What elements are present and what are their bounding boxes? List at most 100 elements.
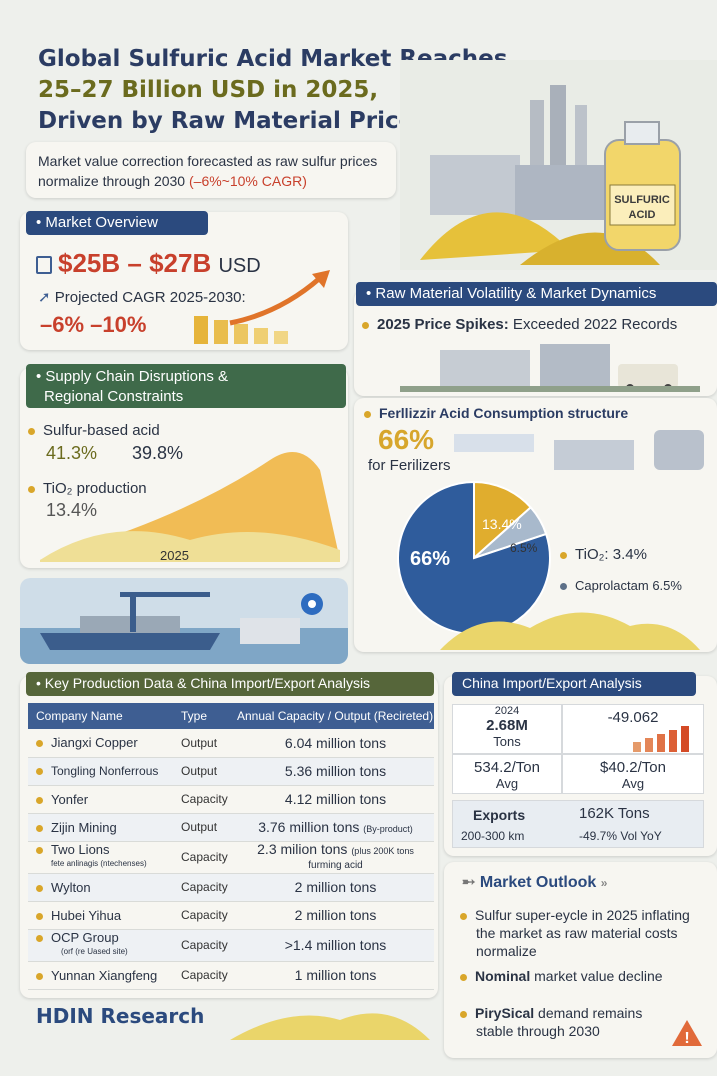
subtitle-cagr: (–6%~10% CAGR) [189,173,307,189]
market-value-unit: USD [218,255,261,277]
market-overview-header: • Market Overview [26,211,208,235]
table-row: Zijin Mining Output 3.76 million tons (B… [28,813,434,842]
company-name: Wylton [28,873,173,902]
bottle-neck [624,121,660,145]
company-name-text: Jiangxi Copper [51,735,138,751]
stat-volume: 2024 2.68M Tons [452,704,562,754]
outlook-bullet-1: Sulfur super-eycle in 2025 inflating the… [460,906,700,960]
company-value-note: (plus 200K tons [351,845,414,856]
bullet [362,322,369,329]
china-header: China Import/Export Analysis [452,672,696,696]
pct-134: 13.4% [46,500,98,520]
company-type: Output [173,813,229,842]
outlook-bullet-2-bold: Nominal [475,968,531,984]
table-row: Tongling Nonferrous Output 5.36 million … [28,757,434,786]
fertilizer-header: Ferllizzir Acid Consumption structure [364,405,628,421]
col-type: Type [173,703,229,729]
company-type: Capacity [173,873,229,902]
pie-label-134: 13.4% [482,516,522,532]
company-type: Capacity [173,901,229,930]
company-type: Capacity [173,841,229,874]
company-name-text: Two Lions [51,842,110,857]
trend-arrow [229,276,322,326]
supply-chain-header-1: • Supply Chain Disruptions & [36,368,229,385]
table-row: Hubei Yihua Capacity 2 million tons [28,901,434,930]
company-name-text: OCP Group [51,930,119,945]
company-value: 2 million tons [229,873,434,902]
price-spike-bold: 2025 Price Spikes: [377,316,509,333]
calendar-icon [36,256,52,275]
supply-chain-header: • Supply Chain Disruptions & Regional Co… [26,364,346,408]
bottle-label-1: SULFURIC [614,194,670,206]
company-name-text: Yonfer [51,791,89,807]
fertilizer-plant [454,430,704,470]
bullet [560,552,567,559]
sulfur-acid-label: Sulfur-based acid [28,422,160,439]
exports-value: 162K Tons [579,805,650,822]
table-row: Yunnan Xiangfeng Capacity 1 million tons [28,961,434,990]
company-name-sub: fete anlinagis (ntechenses) [51,859,147,868]
stat-price-2: $40.2/Ton Avg [562,754,704,794]
company-value: 6.04 million tons [229,729,434,758]
market-overview-panel [20,212,348,350]
company-value: >1.4 million tons [229,929,434,962]
outlook-bullet-3: PirySical demand remains stable through … [460,1004,660,1040]
legend-caprolactam-pct: 6.5% [652,578,682,593]
company-name: Jiangxi Copper [28,729,173,758]
col-capacity: Annual Capacity / Output (Recireted) [229,703,434,729]
bullet [36,972,43,980]
subtitle-line-1: Market value correction forecasted as ra… [38,153,378,169]
col-company: Company Name [28,703,173,729]
company-value-text: 2.3 milion tons [257,840,348,857]
outlook-bullet-3-bold: PirySical [475,1005,535,1021]
stat-year: 2024 [494,705,520,717]
factory-block-1 [430,155,520,215]
company-type: Capacity [173,961,229,990]
raw-material-header: • Raw Material Volatility & Market Dynam… [356,282,717,306]
stat-change: -49.062 [562,704,704,754]
bullet [460,913,467,920]
stat-price-2-unit: Avg [621,776,645,791]
exports-yoy: -49.7% Vol YoY [579,829,662,843]
company-name-sub: (orf (re Uased site) [61,947,128,956]
supply-chain-header-2: Regional Constraints [44,388,184,405]
company-value: 5.36 million tons [229,757,434,786]
outlook-bullet-2-text: market value decline [530,968,663,984]
cagr-label: ➚ Projected CAGR 2025-2030: [38,288,246,306]
company-type: Output [173,757,229,786]
subtitle-line-2-text: normalize through 2030 [38,173,189,189]
company-name-text: Zijin Mining [51,819,117,835]
chimney-2 [550,85,566,170]
company-value-note: (By-product) [363,824,413,834]
price-spike-text: 2025 Price Spikes: Exceeded 2022 Records [362,316,677,333]
outlook-panel [444,862,717,1058]
company-name-text: Wylton [51,879,91,895]
year-label: 2025 [160,548,189,563]
subtitle-line-2: normalize through 2030 (–6%~10% CAGR) [38,171,384,191]
company-value-text: 3.76 million tons [258,819,360,835]
legend-caprolactam: Caprolactam 6.5% [560,578,682,593]
pct-413: 41.3% [46,443,98,463]
stat-exports: Exports 162K Tons 200-300 km -49.7% Vol … [452,800,704,848]
table-row: Wylton Capacity 2 million tons [28,873,434,902]
stat-volume-unit: Tons [493,734,521,749]
bottle-label-2: ACID [629,209,656,221]
chimney-1 [530,100,544,170]
table-row: Two Lions fete anlinagis (ntechenses) Cap… [28,840,434,874]
port-illustration [20,578,348,664]
brand-sulfur-pile [230,1013,430,1040]
outlook-bullet-3-text: demand remains stable through 2030 [476,1005,643,1039]
bullet [364,411,371,418]
chimney-3 [575,105,587,170]
sulfur-mountain [40,452,340,562]
company-name: Two Lions fete anlinagis (ntechenses) [28,841,173,874]
bullet [36,935,43,942]
exports-label: Exports [473,807,526,823]
production-table: Company Name Type Annual Capacity / Outp… [28,703,434,990]
company-value: 4.12 million tons [229,785,434,814]
market-value-text: $25B – $27B [58,248,212,278]
outlook-header: ➸ Market Outlook » [462,872,607,892]
pie-chart [397,480,551,635]
bullet [460,974,467,981]
company-name: Yunnan Xiangfeng [28,961,173,990]
